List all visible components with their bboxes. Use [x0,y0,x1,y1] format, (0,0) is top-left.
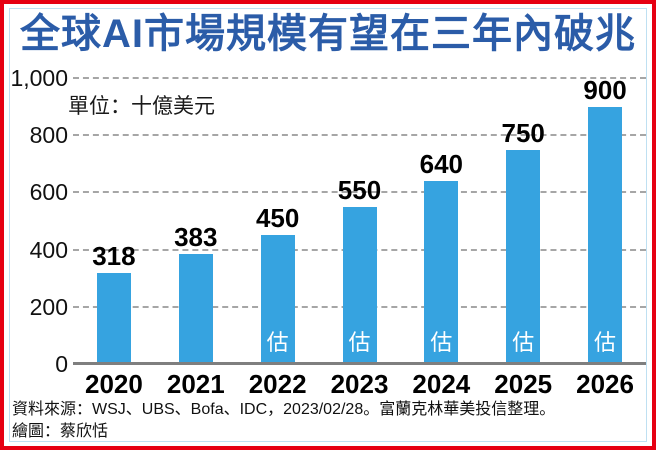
x-axis-year-label: 2020 [85,369,143,399]
estimated-badge: 估 [430,329,453,355]
estimated-badge: 估 [348,329,371,355]
estimated-badge: 估 [512,330,535,355]
bar-value-label: 750 [501,117,545,148]
gridline-800 [73,134,646,137]
gridline-600 [73,191,646,194]
y-axis-tick-label: 800 [29,122,68,149]
bar-2024: 估 [424,180,459,364]
bar-2026: 估 [588,106,623,364]
y-axis-tick-label: 200 [29,293,68,320]
bar-value-label: 550 [337,174,382,205]
x-axis-year-label: 2021 [166,369,225,399]
x-axis-year-label: 2026 [576,369,634,399]
bar-2021 [178,254,213,364]
estimated-badge: 估 [594,329,617,355]
bar-2022: 估 [260,235,295,364]
estimated-badge: 估 [266,329,289,355]
bar-2020 [96,273,131,364]
x-axis-year-label: 2025 [494,369,553,399]
bar-value-label: 640 [419,148,464,179]
bar-value-label: 318 [92,241,136,272]
y-axis-tick-label: 600 [29,179,68,206]
bar-value-label: 383 [174,222,218,253]
source-note: 資料來源：WSJ、UBS、Bofa、IDC，2023/02/28。富蘭克林華美投… [12,401,556,418]
bar-2025: 估 [506,149,541,364]
y-axis-tick-label: 400 [29,236,68,263]
y-axis-tick-label: 1,000 [10,65,68,91]
bar-value-label: 450 [255,203,300,234]
x-axis-year-label: 2023 [330,369,389,399]
x-axis-line [73,362,646,365]
unit-label: 單位：十億美元 [68,95,215,118]
gridline-1,000 [73,77,646,79]
y-axis-tick-label: 0 [55,351,68,377]
x-axis-year-label: 2022 [248,369,307,399]
credit-note: 繪圖：蔡欣恬 [12,423,109,440]
page-title: 全球AI市場規模有望在三年內破兆 [20,12,636,56]
bar-2023: 估 [342,206,377,364]
x-axis-year-label: 2024 [412,369,471,399]
bar-value-label: 900 [583,74,627,105]
